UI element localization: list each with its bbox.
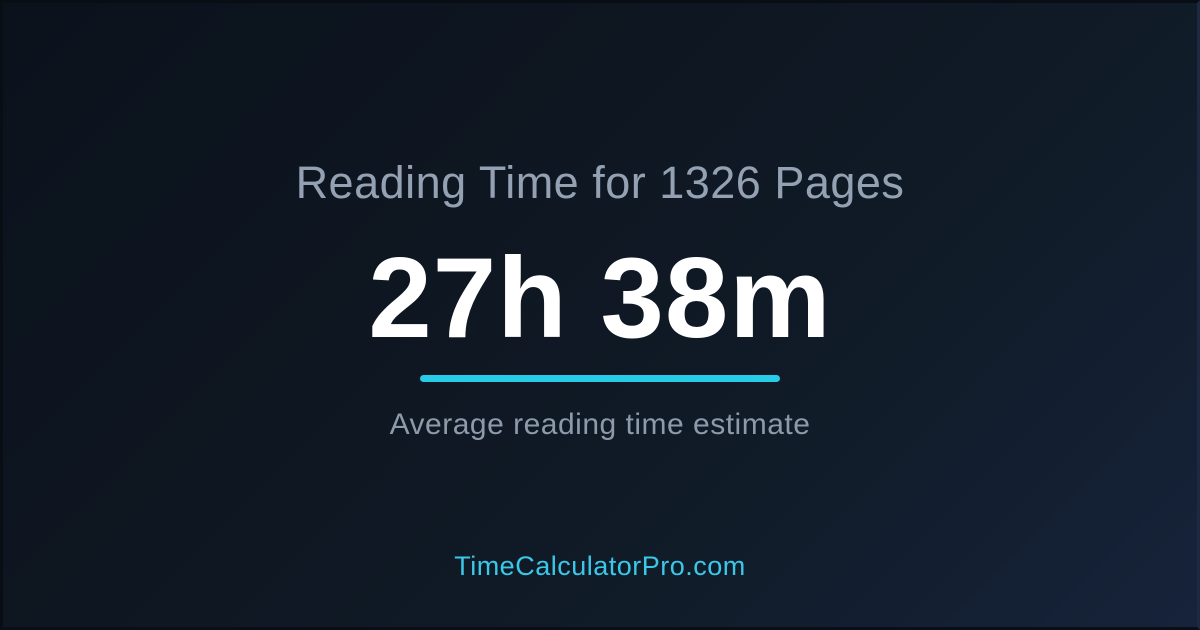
reading-time-value: 27h 38m (368, 235, 832, 362)
footer: TimeCalculatorPro.com (3, 551, 1197, 582)
page-title: Reading Time for 1326 Pages (295, 157, 905, 208)
subtitle: Average reading time estimate (389, 408, 811, 441)
accent-underline (420, 375, 780, 382)
site-link[interactable]: TimeCalculatorPro.com (454, 551, 746, 581)
